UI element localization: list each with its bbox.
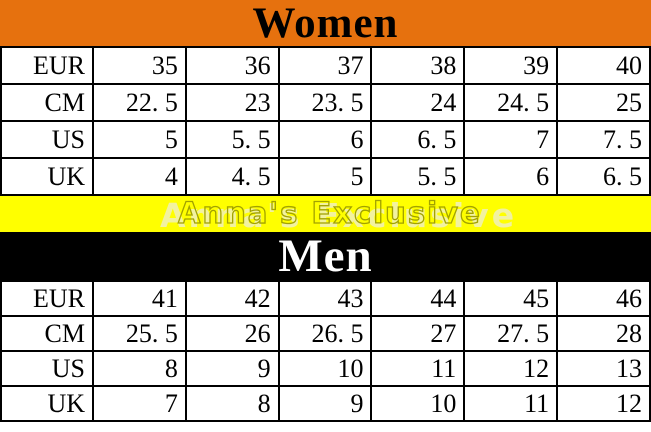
size-cell: 5. 5	[370, 157, 466, 196]
size-cell: 37	[277, 46, 373, 85]
watermark-text-shadow-copy: Anna's Exclusive	[160, 196, 518, 232]
size-cell: 25	[556, 83, 651, 122]
size-cell: 25. 5	[92, 315, 187, 352]
table-row: EUR 41 42 43 44 45 46	[0, 280, 651, 317]
size-cell: 12	[556, 385, 651, 422]
size-cell: 23. 5	[277, 83, 373, 122]
size-cell: 27. 5	[463, 315, 559, 352]
size-cell: 10	[277, 350, 373, 387]
size-cell: 36	[184, 46, 280, 85]
size-cell: 10	[370, 385, 466, 422]
table-row: UK 7 8 9 10 11 12	[0, 385, 651, 422]
size-cell: 5	[92, 120, 187, 159]
table-row: US 8 9 10 11 12 13	[0, 350, 651, 387]
size-cell: 11	[370, 350, 466, 387]
size-cell: 7	[92, 385, 187, 422]
size-cell: 5. 5	[184, 120, 280, 159]
size-cell: 6	[277, 120, 373, 159]
women-size-table: EUR 35 36 37 38 39 40 CM 22. 5 23 23. 5 …	[0, 46, 651, 196]
table-row: CM 25. 5 26 26. 5 27 27. 5 28	[0, 315, 651, 352]
size-cell: 39	[463, 46, 559, 85]
size-cell: 7. 5	[556, 120, 651, 159]
watermark-band: Anna's Exclusive Anna's Exclusive	[0, 196, 651, 232]
watermark-text: Anna's Exclusive	[177, 196, 482, 230]
size-cell: 8	[184, 385, 280, 422]
size-cell: 26	[184, 315, 280, 352]
row-header-us: US	[0, 120, 94, 159]
size-cell: 22. 5	[92, 83, 187, 122]
size-cell: 41	[92, 280, 187, 317]
row-header-eur: EUR	[0, 280, 94, 317]
size-cell: 27	[370, 315, 466, 352]
size-cell: 8	[92, 350, 187, 387]
size-cell: 7	[463, 120, 559, 159]
size-cell: 46	[556, 280, 651, 317]
size-cell: 35	[92, 46, 187, 85]
size-cell: 4	[92, 157, 187, 196]
size-cell: 6. 5	[556, 157, 651, 196]
table-row: UK 4 4. 5 5 5. 5 6 6. 5	[0, 157, 651, 196]
men-title: Men	[278, 229, 373, 282]
row-header-eur: EUR	[0, 46, 94, 85]
size-cell: 40	[556, 46, 651, 85]
size-cell: 6. 5	[370, 120, 466, 159]
size-cell: 45	[463, 280, 559, 317]
table-row: CM 22. 5 23 23. 5 24 24. 5 25	[0, 83, 651, 122]
size-cell: 28	[556, 315, 651, 352]
men-section-header: Men	[0, 232, 651, 280]
row-header-cm: CM	[0, 315, 94, 352]
row-header-uk: UK	[0, 157, 94, 196]
men-size-table: EUR 41 42 43 44 45 46 CM 25. 5 26 26. 5 …	[0, 280, 651, 422]
size-cell: 44	[370, 280, 466, 317]
size-cell: 4. 5	[184, 157, 280, 196]
size-cell: 11	[463, 385, 559, 422]
row-header-cm: CM	[0, 83, 94, 122]
table-row: EUR 35 36 37 38 39 40	[0, 46, 651, 85]
row-header-us: US	[0, 350, 94, 387]
size-cell: 5	[277, 157, 373, 196]
size-cell: 9	[184, 350, 280, 387]
size-cell: 13	[556, 350, 651, 387]
size-cell: 42	[184, 280, 280, 317]
size-cell: 26. 5	[277, 315, 373, 352]
size-cell: 6	[463, 157, 559, 196]
size-cell: 38	[370, 46, 466, 85]
size-cell: 23	[184, 83, 280, 122]
size-cell: 12	[463, 350, 559, 387]
women-title: Women	[252, 0, 399, 47]
women-section-header: Women	[0, 0, 651, 46]
size-cell: 43	[277, 280, 373, 317]
size-cell: 24	[370, 83, 466, 122]
size-cell: 9	[277, 385, 373, 422]
size-cell: 24. 5	[463, 83, 559, 122]
row-header-uk: UK	[0, 385, 94, 422]
table-row: US 5 5. 5 6 6. 5 7 7. 5	[0, 120, 651, 159]
